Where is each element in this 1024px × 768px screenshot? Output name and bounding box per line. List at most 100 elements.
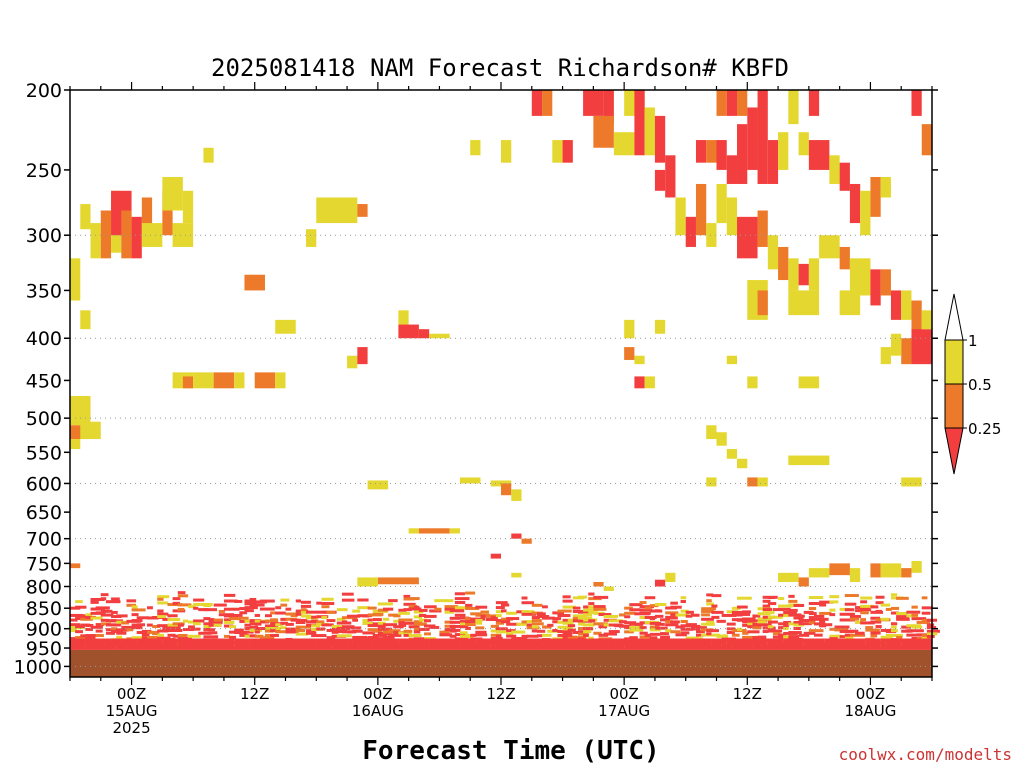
bl-streak (131, 626, 143, 630)
bl-streak (844, 608, 855, 612)
bl-streak (352, 629, 363, 633)
bl-streak (249, 597, 257, 601)
bl-streak (275, 611, 286, 615)
heatmap-cell (726, 197, 738, 236)
bl-streak (803, 638, 810, 650)
bl-streak (136, 616, 149, 620)
bl-streak (367, 618, 373, 622)
bl-streak (311, 615, 317, 619)
bl-streak (121, 628, 129, 632)
heatmap-cell (347, 355, 358, 369)
bl-streak (90, 597, 105, 601)
heatmap-cell (788, 290, 820, 316)
bl-streak (808, 629, 824, 633)
bl-streak (490, 629, 497, 633)
bl-streak (388, 629, 401, 633)
bl-streak (926, 623, 935, 627)
heatmap-cell (778, 572, 799, 582)
bl-streak (203, 625, 212, 629)
heatmap-cell (593, 115, 614, 148)
bl-streak (306, 629, 316, 633)
bl-streak (229, 635, 237, 639)
heatmap-cell (634, 90, 645, 156)
heatmap-cell (819, 235, 840, 259)
bl-streak (921, 638, 928, 650)
bl-streak (111, 638, 117, 650)
y-tick-label: 950 (26, 638, 62, 660)
bl-streak (157, 636, 171, 640)
bl-streak (803, 619, 816, 623)
bl-streak (413, 630, 421, 634)
bl-streak (218, 609, 226, 613)
bl-streak (193, 627, 201, 631)
heatmap-cell (449, 528, 460, 534)
bl-streak (188, 634, 201, 638)
bl-streak (890, 625, 897, 629)
heatmap-cell (870, 563, 881, 578)
heatmap-cell (726, 355, 738, 365)
bl-streak (223, 607, 235, 611)
bl-streak (798, 638, 805, 650)
bl-streak (552, 611, 565, 615)
bl-streak (341, 620, 348, 624)
bl-streak (644, 633, 651, 637)
bl-streak (229, 614, 243, 618)
bl-streak (259, 620, 270, 624)
heatmap-cell (511, 489, 522, 501)
bl-streak (737, 627, 743, 631)
bl-streak (111, 629, 124, 633)
bl-streak (424, 614, 437, 618)
heatmap-cell (716, 432, 727, 446)
y-tick-label: 750 (26, 553, 62, 575)
chart-title: 2025081418 NAM Forecast Richardson# KBFD (211, 54, 789, 82)
bl-streak (536, 629, 546, 633)
bl-streak (783, 614, 790, 618)
bl-streak (911, 617, 927, 621)
heatmap-cell (254, 372, 276, 389)
bl-streak (300, 618, 308, 622)
bl-streak (157, 624, 173, 628)
bl-streak (454, 606, 470, 610)
bl-streak (341, 592, 354, 596)
bl-streak (495, 619, 502, 623)
ground-band (70, 649, 932, 677)
bl-streak (772, 638, 779, 650)
heatmap-cell (654, 115, 666, 163)
bl-streak (588, 592, 595, 596)
bl-streak (331, 627, 338, 631)
bl-streak (767, 620, 778, 624)
bl-streak (157, 615, 167, 619)
bl-streak (572, 614, 588, 618)
bl-streak (413, 615, 422, 619)
bl-streak (531, 629, 538, 633)
bl-streak (706, 602, 714, 606)
bl-streak (162, 626, 171, 630)
bl-streak (141, 633, 150, 637)
bl-streak (439, 638, 446, 650)
bl-streak (285, 638, 292, 650)
bl-streak (208, 620, 223, 624)
bl-streak (111, 610, 118, 614)
heatmap-cell (726, 90, 738, 116)
bl-streak (557, 609, 572, 613)
bl-streak (501, 603, 510, 607)
bl-streak (459, 625, 469, 629)
bl-streak (300, 604, 312, 608)
bl-streak (208, 638, 215, 650)
bl-streak (911, 629, 924, 633)
bl-streak (808, 616, 815, 620)
bl-streak (357, 638, 363, 650)
bl-streak (572, 619, 579, 623)
bl-streak (860, 638, 866, 650)
bl-streak (95, 634, 104, 638)
bl-streak (752, 614, 761, 618)
heatmap-cell (408, 528, 419, 534)
bl-streak (901, 638, 907, 650)
bl-streak (793, 603, 805, 607)
heatmap-cell (234, 372, 245, 389)
bl-streak (767, 602, 777, 606)
bl-streak (557, 638, 564, 650)
bl-streak (295, 621, 306, 625)
bl-streak (829, 638, 836, 650)
